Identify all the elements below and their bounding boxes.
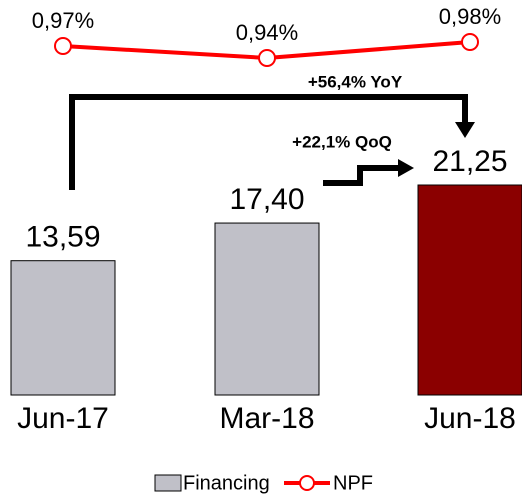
qoq-arrow [323, 165, 400, 186]
data-label: 13,59 [25, 221, 100, 254]
data-label: 0,98% [439, 4, 501, 29]
bar [417, 184, 522, 396]
legend-swatch [154, 474, 182, 492]
data-label: 0,94% [236, 20, 298, 45]
line-marker [258, 49, 276, 67]
yoy-arrowhead [455, 122, 475, 138]
line-marker [54, 37, 72, 55]
data-label: 21,25 [432, 145, 507, 178]
legend-label: NPF [333, 472, 373, 494]
qoq-arrowhead [398, 159, 414, 177]
x-tick-label: Jun-18 [424, 402, 516, 435]
legend-label: Financing [183, 472, 270, 494]
annotation: +56,4% YoY [308, 72, 403, 91]
line-marker [461, 33, 479, 51]
bar [10, 260, 116, 396]
bar [214, 222, 320, 396]
yoy-arrow [69, 94, 468, 190]
data-label: 0,97% [32, 8, 94, 33]
x-tick-label: Mar-18 [219, 402, 314, 435]
x-tick-label: Jun-17 [17, 402, 109, 435]
legend-marker [299, 475, 315, 491]
annotation: +22,1% QoQ [292, 132, 392, 151]
data-label: 17,40 [229, 183, 304, 216]
